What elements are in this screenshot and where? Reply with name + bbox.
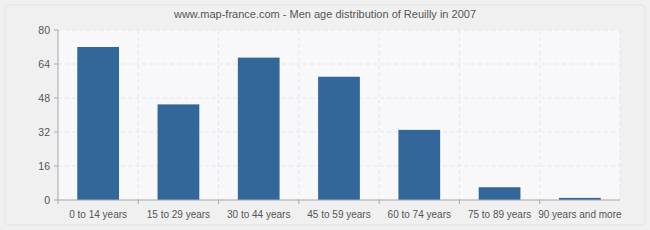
x-tick [58, 200, 59, 204]
bar [158, 104, 200, 200]
grid-line-x [459, 30, 460, 200]
grid-line-y [58, 200, 620, 201]
y-tick [54, 30, 58, 31]
y-tick-label: 80 [38, 24, 50, 36]
y-tick-label: 64 [38, 58, 50, 70]
frame [5, 5, 645, 225]
x-tick-label: 90 years and more [538, 209, 622, 220]
grid-line-x [539, 30, 540, 200]
x-tick-label: 45 to 59 years [307, 209, 370, 220]
x-tick [138, 200, 139, 204]
y-tick [54, 166, 58, 167]
y-tick [54, 200, 58, 201]
grid-line-x [218, 30, 219, 200]
grid-line-x [379, 30, 380, 200]
grid-line-y [58, 64, 620, 65]
x-tick [218, 200, 219, 204]
y-tick [54, 132, 58, 133]
grid-line-x [298, 30, 299, 200]
y-axis [58, 30, 59, 200]
grid-line-x [138, 30, 139, 200]
x-tick [539, 200, 540, 204]
x-tick [298, 200, 299, 204]
bar [77, 47, 119, 200]
y-tick [54, 64, 58, 65]
bar [238, 58, 280, 200]
y-tick-label: 0 [44, 194, 50, 206]
bar [398, 130, 440, 200]
bar [318, 77, 360, 200]
chart-svg: www.map-france.com - Men age distributio… [0, 0, 650, 230]
y-tick-label: 32 [38, 126, 50, 138]
y-tick [54, 98, 58, 99]
background [0, 0, 650, 230]
y-tick-label: 16 [38, 160, 50, 172]
plot-area [58, 30, 620, 200]
grid-line-x [58, 30, 59, 200]
bars [77, 47, 600, 200]
x-tick [459, 200, 460, 204]
y-tick-label: 48 [38, 92, 50, 104]
x-axis [58, 200, 620, 201]
title: www.map-france.com - Men age distributio… [173, 8, 476, 20]
x-tick-label: 15 to 29 years [147, 209, 210, 220]
x-tick-label: 30 to 44 years [227, 209, 290, 220]
x-tick-label: 60 to 74 years [388, 209, 451, 220]
x-tick-label: 75 to 89 years [468, 209, 531, 220]
x-tick [379, 200, 380, 204]
x-tick-label: 0 to 14 years [69, 209, 127, 220]
bar [479, 187, 521, 200]
grid-line-y [58, 30, 620, 31]
chart-container: www.map-france.com - Men age distributio… [0, 0, 650, 230]
grid-line-x [620, 30, 621, 200]
